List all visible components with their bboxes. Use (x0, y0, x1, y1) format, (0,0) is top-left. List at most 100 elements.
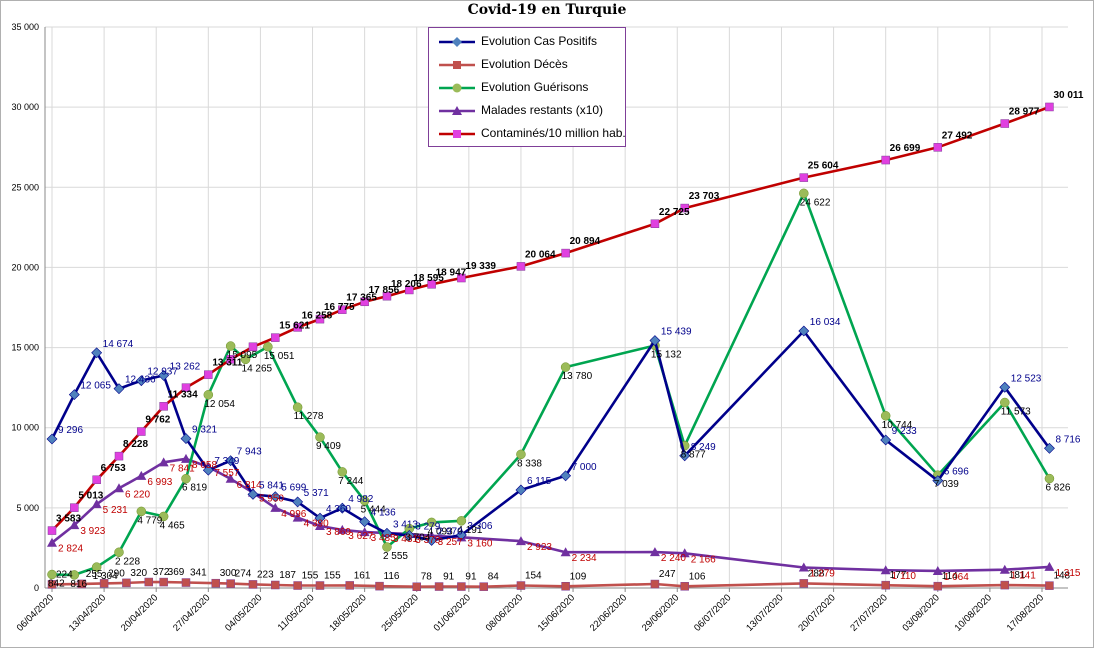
data-label: 1 110 (892, 571, 917, 582)
data-label: 3 431 (393, 534, 418, 545)
data-label: 5 950 (259, 494, 284, 505)
data-label: 13 262 (170, 361, 201, 372)
data-point (560, 547, 571, 557)
data-point (561, 582, 570, 591)
data-point (315, 432, 325, 442)
data-point (69, 570, 80, 580)
data-label: 10 744 (882, 420, 913, 431)
data-point (1000, 397, 1010, 408)
data-point (515, 536, 526, 546)
data-point (1045, 581, 1054, 590)
data-point (680, 203, 689, 213)
data-label: 106 (689, 571, 706, 582)
data-label: 5 231 (103, 505, 128, 516)
data-label: 27 492 (942, 130, 973, 141)
data-label: 3 413 (393, 519, 418, 530)
data-point (359, 516, 371, 528)
data-label: 28 977 (1009, 107, 1040, 118)
data-label: 16 034 (810, 317, 841, 328)
data-point (1044, 561, 1055, 571)
data-point (1000, 580, 1010, 590)
x-tick-label: 01/06/2020 (432, 592, 473, 633)
data-point (336, 502, 348, 514)
data-point (292, 402, 303, 412)
data-label: 155 (302, 571, 319, 582)
data-label: 8 338 (517, 458, 542, 469)
data-label: 15 095 (227, 350, 258, 361)
data-point (144, 577, 154, 587)
data-point (293, 323, 302, 332)
data-point (135, 375, 147, 387)
data-point (137, 427, 146, 436)
data-label: 15 132 (651, 349, 682, 360)
data-label: 3 869 (326, 527, 351, 538)
data-point (292, 496, 304, 508)
data-label: 15 439 (661, 327, 692, 338)
data-point (226, 355, 235, 364)
data-label: 8 228 (123, 439, 148, 450)
data-label: 22 725 (659, 207, 690, 218)
data-label: 2 228 (115, 556, 140, 567)
data-label: 19 339 (465, 261, 496, 272)
x-tick-label: 08/06/2020 (484, 592, 525, 633)
legend-item-deces: Evolution Décès (437, 55, 623, 75)
x-tick-label: 20/07/2020 (796, 592, 837, 633)
data-point (799, 579, 809, 588)
x-tick-label: 20/04/2020 (119, 592, 160, 633)
legend-item-cas-positifs: Evolution Cas Positifs (437, 32, 623, 52)
data-point (382, 542, 392, 552)
legend-label: Evolution Décès (481, 57, 568, 71)
y-tick-label: 15 000 (11, 343, 39, 353)
data-label: 116 (384, 571, 400, 582)
data-point (403, 530, 415, 541)
y-tick-label: 0 (34, 583, 39, 593)
data-label: 161 (354, 570, 371, 581)
legend-swatch-malades-restants (439, 106, 475, 115)
x-tick-label: 17/08/2020 (1005, 592, 1046, 633)
data-point (560, 470, 572, 482)
data-point (99, 579, 109, 588)
data-point (158, 511, 169, 522)
legend-swatch-cas-positifs (439, 37, 475, 47)
data-label: 20 064 (525, 249, 556, 260)
data-point (337, 467, 348, 477)
data-point (426, 517, 437, 528)
data-point (271, 580, 280, 590)
data-label: 6 819 (182, 483, 207, 494)
data-point (181, 383, 191, 392)
data-point (180, 453, 191, 463)
data-label: 25 604 (808, 161, 839, 172)
data-point (456, 516, 467, 526)
data-label: 7 000 (572, 462, 597, 473)
y-tick-label: 5 000 (16, 503, 39, 513)
data-label: 3 923 (80, 526, 105, 537)
data-label: 9 321 (192, 425, 217, 436)
data-label: 7 841 (170, 463, 195, 474)
data-point (315, 314, 325, 324)
data-label: 181 (1009, 570, 1026, 581)
data-point (679, 450, 691, 462)
data-point (263, 342, 273, 352)
data-point (933, 143, 943, 152)
x-tick-label: 25/05/2020 (379, 592, 420, 633)
data-label: 6 993 (147, 477, 172, 488)
data-label: 320 (130, 568, 147, 579)
data-label: 8 249 (691, 442, 716, 453)
data-point (412, 582, 421, 591)
data-point (434, 582, 444, 591)
data-point (649, 335, 661, 346)
data-label: 247 (659, 569, 676, 580)
series-line (51, 105, 1050, 532)
data-label: 91 (443, 572, 455, 583)
data-label: 274 (235, 569, 252, 580)
data-point (47, 569, 57, 580)
data-label: 4 093 (428, 526, 453, 537)
data-point (516, 581, 526, 590)
data-label: 1 304 (93, 571, 118, 582)
data-point (122, 578, 131, 588)
data-label: 4 136 (371, 508, 396, 519)
data-label: 2 234 (572, 553, 597, 564)
data-label: 26 699 (890, 143, 921, 154)
data-point (360, 297, 369, 307)
data-point (180, 433, 192, 445)
